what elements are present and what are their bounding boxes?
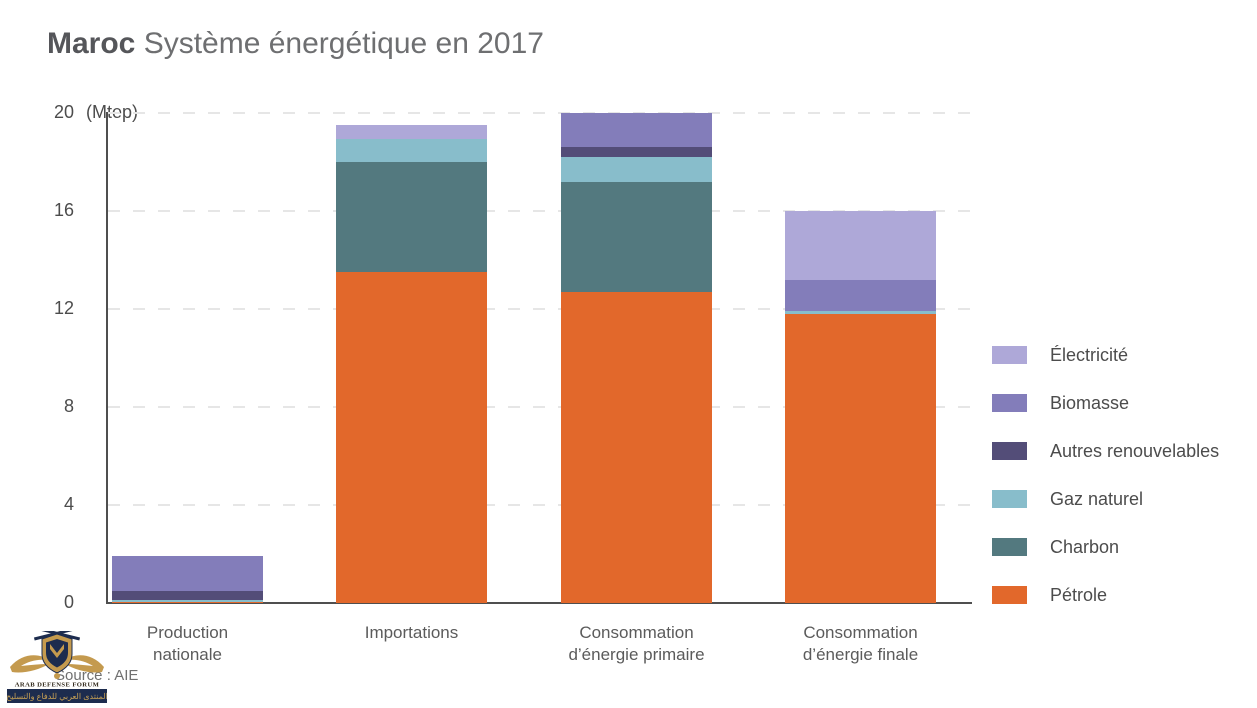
legend-label-electricite: Électricité — [1050, 344, 1129, 365]
x-category-label: Consommation d’énergie primaire — [568, 623, 705, 664]
gridline-y-4 — [108, 504, 974, 506]
legend-label-biomasse: Biomasse — [1050, 392, 1130, 413]
y-tick-label-20: 20 — [53, 102, 74, 122]
y-tick-label-0: 0 — [63, 592, 74, 612]
bar-segment-charbon — [561, 181, 712, 292]
y-tick-label-12: 12 — [53, 298, 74, 318]
shield-icon — [41, 633, 73, 679]
crossed-rifles-icon — [33, 626, 81, 641]
bar-segment-petrole — [112, 601, 263, 603]
y-tick-label-4: 4 — [63, 494, 74, 514]
x-axis-line — [106, 602, 972, 604]
bar-segment-gaz — [561, 157, 712, 182]
bar-segment-petrole — [561, 291, 712, 603]
watermark-forum-name: ARAB DEFENSE FORUM — [15, 682, 100, 689]
bar-segment-biomasse — [112, 556, 263, 591]
x-category-label: Production nationale — [146, 623, 229, 664]
legend-swatch-petrole — [992, 586, 1027, 604]
y-tick-label-8: 8 — [63, 396, 74, 416]
legend-item-autres: Autres renouvelables — [992, 440, 1220, 461]
y-axis-line — [106, 112, 108, 604]
legend-swatch-charbon — [992, 538, 1027, 556]
x-category-label: Consommation d’énergie finale — [802, 623, 919, 664]
watermark-logo: ARAB DEFENSE FORUM المنتدى العربي للدفاع… — [6, 626, 108, 703]
gridline-y-8 — [108, 406, 974, 408]
legend-swatch-biomasse — [992, 394, 1027, 412]
watermark-arabic-text: المنتدى العربي للدفاع والتسليح — [7, 692, 107, 701]
gridline-y-16 — [108, 210, 974, 212]
bar-segment-petrole — [336, 272, 487, 603]
bar-segment-biomasse — [785, 279, 936, 312]
legend-item-biomasse: Biomasse — [992, 392, 1219, 413]
bar-segment-charbon — [336, 162, 487, 273]
page-title: Maroc Système énergétique en 2017 — [47, 27, 544, 61]
source-caption: Source : AIE — [55, 667, 139, 684]
legend-label-petrole: Pétrole — [1050, 584, 1108, 605]
bar-segment-electricite — [785, 211, 936, 280]
bar-segment-biomasse — [561, 113, 712, 148]
legend-item-electricite: Électricité — [992, 344, 1219, 365]
legend-label-gaz: Gaz naturel — [1050, 488, 1144, 509]
x-category-label: Importations — [364, 623, 459, 642]
legend-label-autres: Autres renouvelables — [1050, 440, 1220, 461]
watermark-banner — [7, 689, 107, 703]
bar-segment-gaz — [785, 311, 936, 314]
legend-item-gaz: Gaz naturel — [992, 488, 1219, 509]
gridline-y-12 — [108, 308, 974, 310]
page-title-country: Maroc — [47, 27, 136, 60]
bar-segment-gaz — [336, 138, 487, 162]
gridline-y-20 — [108, 112, 974, 114]
legend-swatch-electricite — [992, 346, 1027, 364]
y-tick-label-16: 16 — [53, 200, 74, 220]
legend-swatch-autres — [992, 442, 1027, 460]
legend-item-petrole: Pétrole — [992, 584, 1219, 605]
bar-segment-electricite — [336, 125, 487, 139]
bar-segment-autres — [112, 590, 263, 600]
bar-segment-autres — [561, 147, 712, 158]
bar-segment-gaz — [112, 599, 263, 602]
legend-item-charbon: Charbon — [992, 536, 1219, 557]
legend-swatch-gaz — [992, 490, 1027, 508]
bar-segment-petrole — [785, 313, 936, 603]
legend-label-charbon: Charbon — [1050, 536, 1120, 557]
chart-legend: Électricité Biomasse Autres renouvelables G… — [992, 344, 1220, 634]
page-title-subject: Système énergétique en 2017 — [143, 27, 544, 60]
wings-icon — [10, 655, 104, 673]
